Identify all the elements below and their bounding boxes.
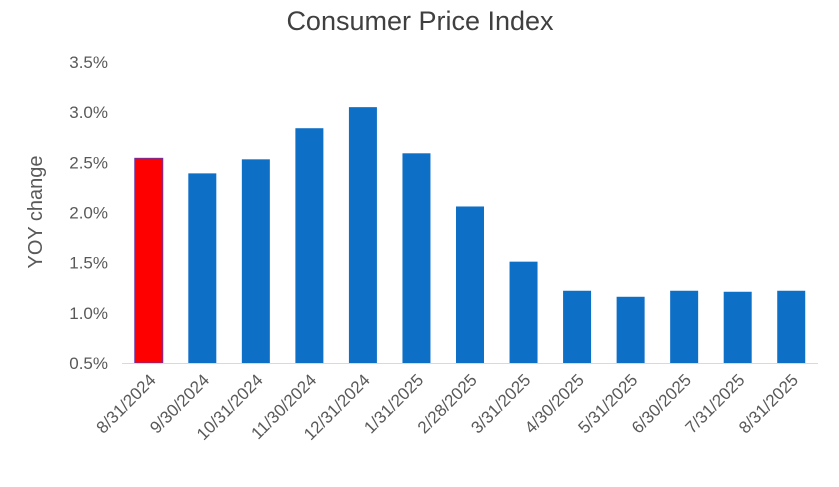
y-tick-label: 2.0% <box>69 204 108 223</box>
y-tick-label: 1.5% <box>69 254 108 273</box>
y-tick-label: 1.0% <box>69 304 108 323</box>
y-tick-label: 3.0% <box>69 103 108 122</box>
bar-7-31-2025 <box>723 291 752 363</box>
bar-5-31-2025 <box>616 296 645 363</box>
y-axis-label: YOY change <box>25 155 47 268</box>
x-axis-tick-labels: 8/31/20249/30/202410/31/202411/30/202412… <box>93 370 802 444</box>
y-tick-label: 3.5% <box>69 53 108 72</box>
y-tick-label: 0.5% <box>69 354 108 373</box>
y-tick-label: 2.5% <box>69 153 108 172</box>
bars-group <box>134 107 806 364</box>
bar-9-30-2024 <box>188 173 217 363</box>
bar-11-30-2024 <box>295 128 324 363</box>
bar-12-31-2024 <box>348 107 377 364</box>
bar-6-30-2025 <box>670 290 699 363</box>
bar-8-31-2025 <box>777 290 806 363</box>
y-axis-ticks: 0.5% 1.0% 1.5% 2.0% 2.5% 3.0% 3.5% <box>69 53 108 373</box>
bar-8-31-2024 <box>134 157 164 364</box>
bar-2-28-2025 <box>456 206 484 363</box>
bar-4-30-2025 <box>563 290 592 363</box>
bar-10-31-2024 <box>241 159 270 363</box>
x-tick-label: 8/31/2025 <box>735 370 802 437</box>
chart-title: Consumer Price Index <box>286 6 554 36</box>
bar-1-31-2025 <box>402 153 431 363</box>
bar-3-31-2025 <box>509 261 538 363</box>
